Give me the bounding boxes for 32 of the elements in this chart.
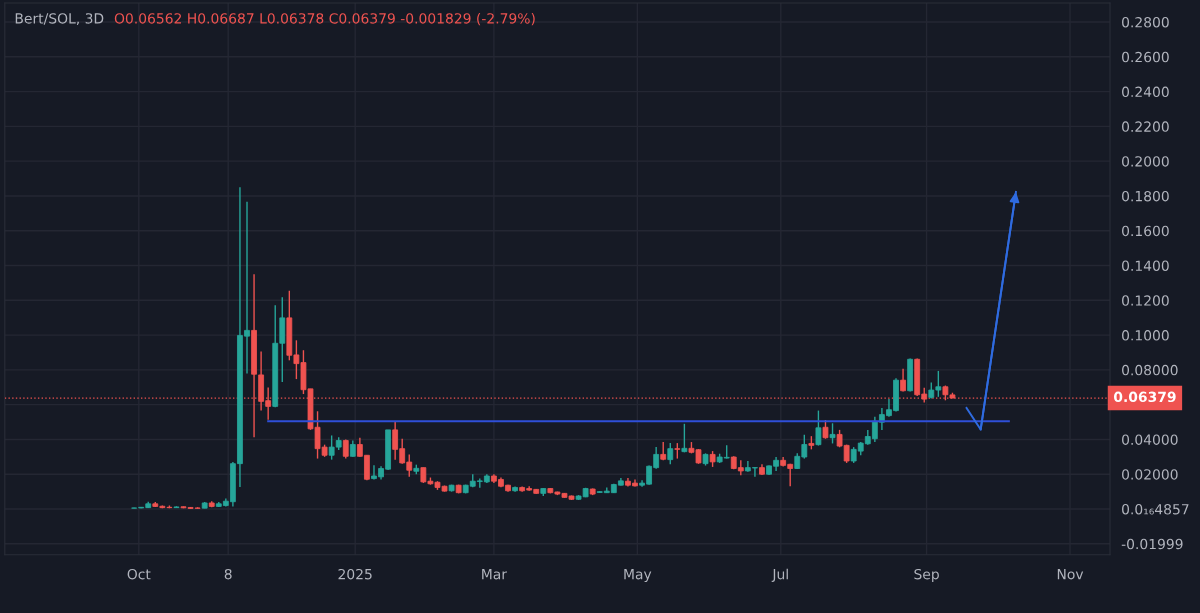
x-tick-label: 8 xyxy=(224,568,232,580)
y-tick-label: 0.2200 xyxy=(1122,121,1169,132)
candlestick xyxy=(342,438,349,460)
y-tick-label: 0.2000 xyxy=(1122,156,1169,167)
y-tick-label: 0.02000 xyxy=(1122,469,1178,480)
candlestick xyxy=(900,367,906,393)
y-tick-label: 0.1200 xyxy=(1122,295,1169,306)
y-tick-label: -0.01999 xyxy=(1121,538,1183,550)
y-tick-label: 0.2400 xyxy=(1122,86,1169,98)
y-tick-label: 0.1600 xyxy=(1122,225,1169,237)
ref-line-label: 0.06379 xyxy=(1113,391,1176,403)
y-tick-label: 0.08000 xyxy=(1122,364,1178,376)
y-tick-label: 0.1000 xyxy=(1122,330,1169,341)
x-tick-label: Nov xyxy=(1057,569,1084,580)
candlestick xyxy=(829,422,836,445)
text: Bert/SOL, 3D xyxy=(15,13,104,26)
y-tick-label: 0.0₁₆4857 xyxy=(1122,503,1189,515)
x-tick-label: Jul xyxy=(771,568,788,582)
y-tick-label: 0.2800 xyxy=(1122,16,1169,28)
x-tick-label: Mar xyxy=(482,569,508,580)
candlestick xyxy=(667,442,674,466)
y-tick-label: 0.2600 xyxy=(1122,51,1169,63)
x-tick-label: 2025 xyxy=(338,568,372,580)
text: O0.06562 H0.06687 L0.06378 C0.06379 -0.001829 (-2.79%) xyxy=(114,12,535,26)
y-tick-label: 0.1400 xyxy=(1122,260,1169,271)
y-tick-label: 0.1800 xyxy=(1122,190,1169,202)
x-tick-label: Oct xyxy=(127,568,151,580)
candlestick xyxy=(815,409,822,447)
candlestick xyxy=(681,423,688,454)
y-tick-label: 0.04000 xyxy=(1122,434,1178,445)
x-tick-label: Sep xyxy=(914,568,939,583)
x-tick-label: May xyxy=(624,569,652,583)
